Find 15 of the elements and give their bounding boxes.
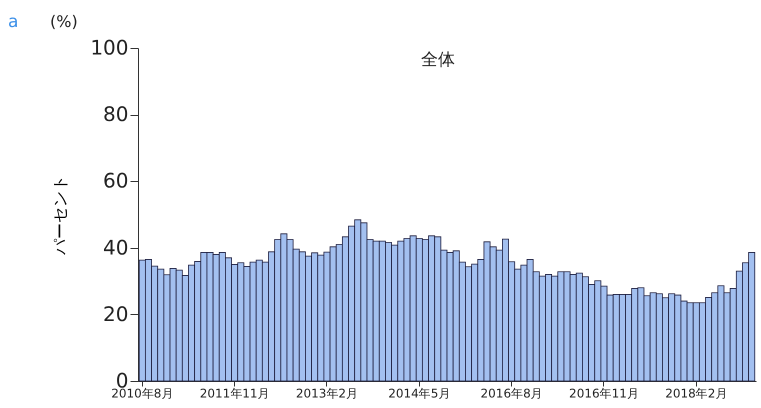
- x-tick-label: 2011年11月: [200, 386, 270, 400]
- x-tick-label: 2013年2月: [296, 386, 358, 400]
- chart-title: 全体: [421, 50, 455, 70]
- y-tick-label: 60: [103, 168, 128, 193]
- y-tick-label: 20: [103, 302, 128, 326]
- y-tick-label: 80: [103, 102, 128, 126]
- x-tick-label: 2016年8月: [480, 386, 543, 400]
- x-tick-label: 2014年5月: [388, 386, 450, 400]
- text: a: [8, 12, 18, 32]
- y-tick-label: 100: [90, 36, 128, 60]
- y-axis-title: パーセント: [50, 175, 70, 256]
- x-tick-label: 2018年2月: [665, 386, 728, 400]
- text: (%): [50, 12, 78, 31]
- y-tick-label: 40: [103, 235, 128, 260]
- x-tick-label: 2016年11月: [569, 386, 639, 400]
